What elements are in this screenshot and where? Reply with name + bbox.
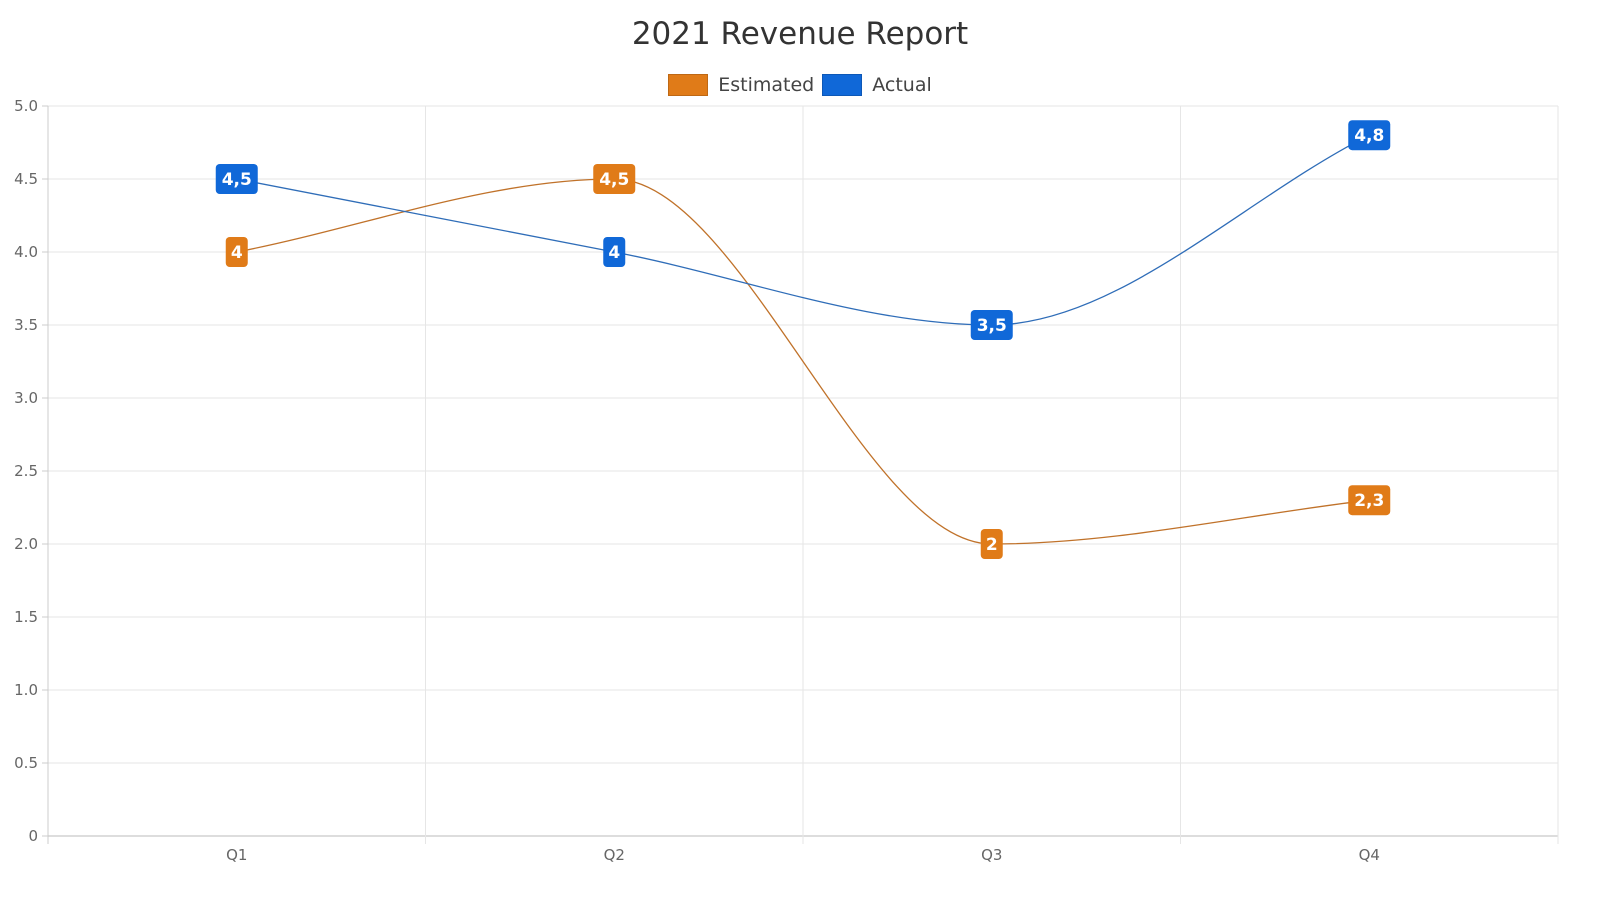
- data-point-actual[interactable]: [215, 164, 258, 194]
- data-point-actual[interactable]: [1348, 120, 1391, 151]
- data-label-actual: 3,5: [977, 316, 1007, 336]
- y-tick-label: 4.0: [14, 243, 38, 261]
- y-tick-label: 3.5: [14, 316, 38, 334]
- y-tick-label: 5.0: [14, 97, 38, 115]
- y-tick-label: 2.5: [14, 462, 38, 480]
- legend-label-estimated: Estimated: [718, 74, 815, 96]
- y-tick-label: 0.5: [14, 754, 38, 772]
- x-tick-label: Q3: [981, 846, 1002, 864]
- data-label-estimated: 2,3: [1354, 491, 1384, 511]
- data-point-estimated[interactable]: [980, 529, 1003, 559]
- data-point-estimated[interactable]: [225, 237, 248, 267]
- data-point-estimated[interactable]: [1348, 485, 1391, 516]
- legend-swatch-estimated: [668, 74, 709, 96]
- data-label-actual: 4,8: [1354, 126, 1384, 146]
- chart-title: 2021 Revenue Report: [631, 16, 969, 52]
- legend-swatch-actual: [822, 74, 863, 96]
- legend: Estimated Actual: [0, 74, 1600, 96]
- y-tick-label: 3.0: [14, 389, 38, 407]
- legend-item-actual[interactable]: Actual: [822, 74, 932, 96]
- y-tick-label: 1.5: [14, 608, 38, 626]
- legend-item-estimated[interactable]: Estimated: [668, 74, 814, 96]
- data-label-actual: 4: [608, 243, 620, 263]
- data-point-actual[interactable]: [603, 237, 626, 267]
- legend-label-actual: Actual: [872, 74, 932, 96]
- series-line-actual: [236, 134, 1370, 326]
- y-tick-label: 0: [28, 827, 38, 845]
- x-tick-label: Q4: [1359, 846, 1380, 864]
- data-point-estimated[interactable]: [593, 164, 636, 194]
- y-tick-label: 4.5: [14, 170, 38, 188]
- data-label-estimated: 4,5: [599, 170, 629, 190]
- x-tick-label: Q1: [226, 846, 247, 864]
- y-tick-label: 2.0: [14, 535, 38, 553]
- x-tick-label: Q2: [604, 846, 625, 864]
- data-label-estimated: 2: [986, 535, 998, 555]
- y-tick-label: 1.0: [14, 681, 38, 699]
- data-point-actual[interactable]: [970, 310, 1013, 340]
- series-line-estimated: [236, 178, 1370, 545]
- data-label-estimated: 4: [231, 243, 243, 263]
- data-label-actual: 4,5: [222, 170, 252, 190]
